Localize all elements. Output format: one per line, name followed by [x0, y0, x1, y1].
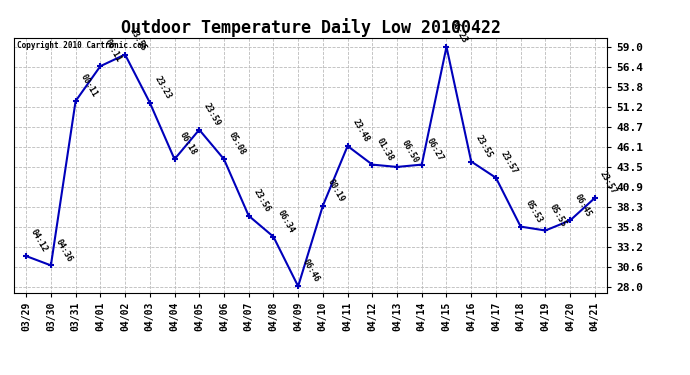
Text: 23:56: 23:56	[251, 188, 272, 214]
Text: 04:36: 04:36	[54, 237, 74, 263]
Text: 06:45: 06:45	[573, 192, 593, 218]
Title: Outdoor Temperature Daily Low 20100422: Outdoor Temperature Daily Low 20100422	[121, 18, 500, 38]
Text: 05:08: 05:08	[227, 131, 247, 157]
Text: 23:59: 23:59	[202, 101, 222, 128]
Text: 23:48: 23:48	[351, 118, 371, 144]
Text: 06:23: 06:23	[449, 18, 470, 45]
Text: 23:57: 23:57	[598, 170, 618, 196]
Text: 05:55: 05:55	[548, 202, 569, 228]
Text: Copyright 2010 Cartronic.com: Copyright 2010 Cartronic.com	[17, 41, 146, 50]
Text: 23:57: 23:57	[499, 150, 519, 176]
Text: 06:34: 06:34	[276, 209, 297, 234]
Text: 06:50: 06:50	[400, 139, 420, 165]
Text: 04:12: 04:12	[29, 228, 49, 254]
Text: 06:11: 06:11	[103, 38, 124, 64]
Text: 06:46: 06:46	[301, 258, 322, 284]
Text: 23:55: 23:55	[128, 26, 148, 53]
Text: 06:18: 06:18	[177, 131, 197, 157]
Text: 23:55: 23:55	[474, 133, 494, 159]
Text: 23:23: 23:23	[152, 74, 173, 100]
Text: 06:27: 06:27	[424, 136, 445, 162]
Text: 01:38: 01:38	[375, 136, 395, 162]
Text: 05:53: 05:53	[524, 198, 544, 225]
Text: 00:19: 00:19	[326, 177, 346, 204]
Text: 00:11: 00:11	[79, 73, 99, 99]
